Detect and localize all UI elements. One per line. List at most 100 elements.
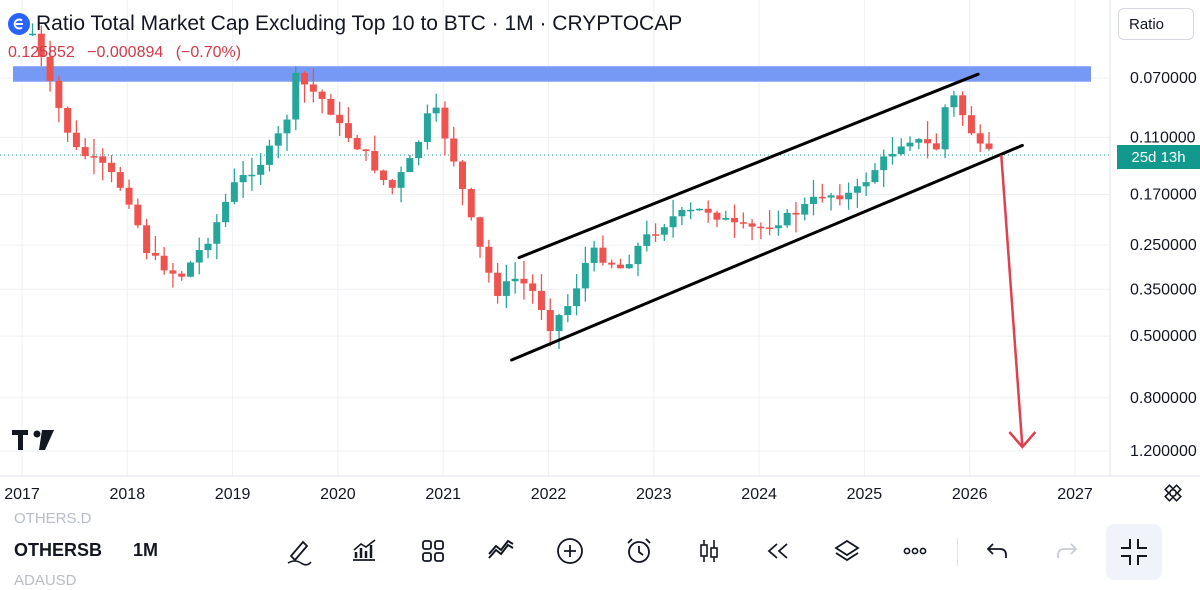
y-axis[interactable]: 0.070000 0.110000 0.170000 0.250000 0.350000… xyxy=(1130,70,1197,460)
arrow-shaft xyxy=(1000,155,1024,448)
y-tick-label: 0.800000 xyxy=(1130,390,1197,407)
settings-gear-icon[interactable] xyxy=(1162,482,1185,505)
candle-body xyxy=(985,143,993,149)
candle-body xyxy=(520,278,528,284)
undo-icon[interactable] xyxy=(980,534,1014,568)
channel-upper-line[interactable] xyxy=(517,72,980,260)
candle-body xyxy=(204,243,212,251)
projected-drop-arrow[interactable] xyxy=(1000,155,1037,449)
candle-body xyxy=(669,216,677,228)
candle-body xyxy=(151,253,159,256)
candle-body xyxy=(906,142,914,147)
candle-body xyxy=(467,188,475,218)
candle-body xyxy=(871,170,879,183)
candle-body xyxy=(239,175,247,183)
indicators-icon[interactable] xyxy=(347,534,381,568)
candle-body xyxy=(81,147,89,157)
y-tick-label: 0.110000 xyxy=(1130,129,1196,146)
candle-body xyxy=(90,156,98,158)
candle-body xyxy=(213,222,221,244)
chart-header: Ratio Total Market Cap Excluding Top 10 … xyxy=(8,10,682,38)
candle-body xyxy=(362,149,370,152)
candle-body xyxy=(581,262,589,289)
candle-body xyxy=(853,186,861,193)
next-symbol-ghost[interactable]: ADAUSD xyxy=(14,572,77,589)
candle-body xyxy=(301,72,309,85)
candle-body xyxy=(502,281,510,296)
x-tick-label: 2027 xyxy=(1057,486,1093,503)
candle-body xyxy=(116,172,124,188)
candles-icon[interactable] xyxy=(692,534,726,568)
candle-body xyxy=(222,201,230,223)
x-tick-label: 2025 xyxy=(847,486,883,503)
candle-body xyxy=(810,196,818,204)
candle-body xyxy=(748,223,756,227)
x-tick-label: 2024 xyxy=(741,486,777,503)
candle-body xyxy=(950,95,958,108)
candle-body xyxy=(178,273,186,277)
candle-body xyxy=(731,217,739,223)
layout-grid-icon[interactable] xyxy=(416,534,450,568)
candle-body xyxy=(599,247,607,263)
chart-type-icon[interactable] xyxy=(484,534,518,568)
candle-body xyxy=(783,212,791,226)
collapse-fullscreen-icon[interactable] xyxy=(1106,524,1162,580)
scale-mode-button[interactable]: Ratio xyxy=(1118,8,1194,40)
candle-body xyxy=(634,245,642,265)
candle-body xyxy=(257,164,265,175)
candle-body xyxy=(134,204,142,226)
arrow-head xyxy=(1008,431,1037,449)
candle-body xyxy=(643,234,651,246)
candle-body xyxy=(371,151,379,171)
candle-body xyxy=(766,227,774,230)
drawing-brush-icon[interactable] xyxy=(281,534,315,568)
chart-title[interactable]: Ratio Total Market Cap Excluding Top 10 … xyxy=(36,12,683,35)
candle-body xyxy=(29,33,37,36)
candle-body xyxy=(625,264,633,269)
candle-body xyxy=(573,288,581,307)
candle-body xyxy=(915,139,923,143)
tradingview-logo[interactable] xyxy=(12,430,58,457)
candle-body xyxy=(967,115,975,134)
y-tick-label: 0.170000 xyxy=(1130,186,1197,203)
candle-body xyxy=(564,306,572,316)
candle-body xyxy=(423,113,431,142)
candle-body xyxy=(555,315,563,332)
candle-body xyxy=(380,170,388,181)
redo-icon[interactable] xyxy=(1050,534,1084,568)
y-tick-label: 0.350000 xyxy=(1130,281,1197,298)
chart-area[interactable]: 0.070000 0.110000 0.170000 0.250000 0.350000… xyxy=(0,0,1200,516)
candle-body xyxy=(344,123,352,138)
alert-clock-icon[interactable] xyxy=(622,534,656,568)
y-tick-label: 0.250000 xyxy=(1130,237,1197,254)
candle-body xyxy=(186,262,194,277)
candle-body xyxy=(511,278,519,282)
candle-body xyxy=(722,217,730,220)
symbol-selector[interactable]: OTHERSB xyxy=(14,540,103,560)
candle-body xyxy=(441,107,449,139)
x-tick-label: 2020 xyxy=(320,486,356,503)
candle-body xyxy=(888,154,896,157)
candle-body xyxy=(415,141,423,159)
interval-selector[interactable]: 1M xyxy=(133,540,159,560)
candle-body xyxy=(108,162,116,173)
resistance-band xyxy=(13,66,1091,82)
x-axis[interactable]: 2017 2018 2019 2020 2021 2022 2023 2024 2025 2026… xyxy=(4,486,1093,503)
last-price: 0.125852 xyxy=(8,44,75,61)
prev-symbol-ghost[interactable]: OTHERS.D xyxy=(14,510,92,527)
candle-body xyxy=(494,272,502,296)
layers-icon[interactable] xyxy=(830,534,864,568)
candle-body xyxy=(230,182,238,202)
candle-body xyxy=(318,91,326,99)
candle-body xyxy=(792,212,800,215)
channel-lower-line[interactable] xyxy=(510,143,1024,362)
replay-rewind-icon[interactable] xyxy=(761,534,795,568)
candle-body xyxy=(959,95,967,116)
more-options-icon[interactable] xyxy=(898,534,932,568)
add-plus-icon[interactable] xyxy=(553,534,587,568)
candle-body xyxy=(265,145,273,165)
candle-body xyxy=(818,196,826,199)
candle-body xyxy=(590,247,598,263)
toolbar-divider xyxy=(957,538,958,566)
candle-body xyxy=(476,217,484,247)
